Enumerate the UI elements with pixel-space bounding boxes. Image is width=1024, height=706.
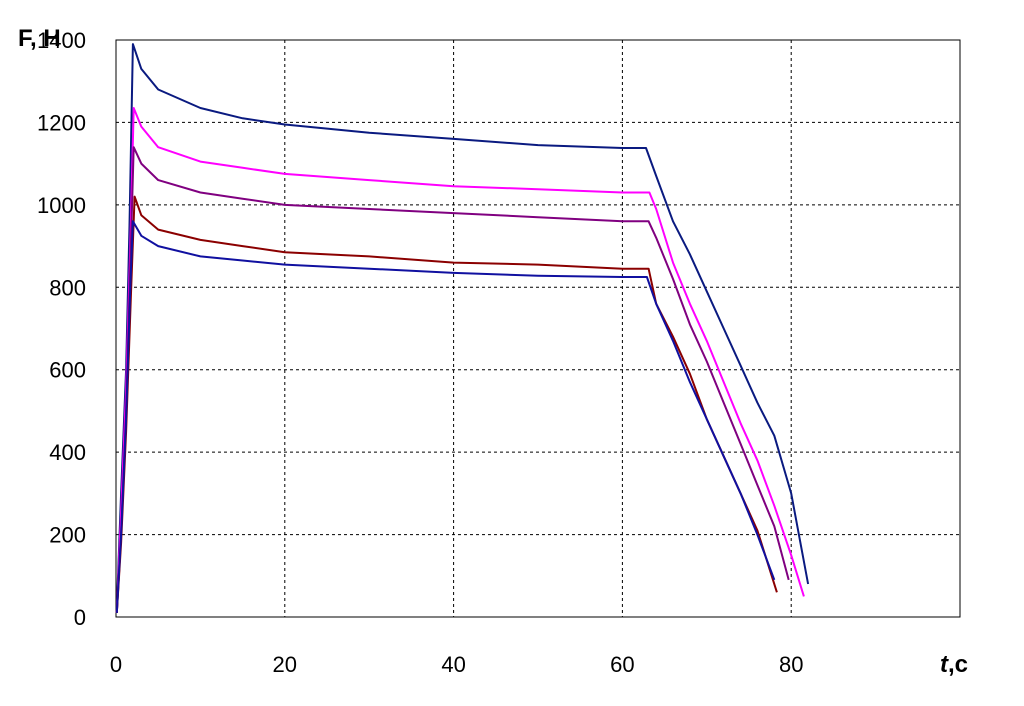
- x-axis-title: t,c: [940, 651, 968, 678]
- y-tick-label: 200: [49, 523, 86, 548]
- series-line-1: [115, 43, 810, 609]
- y-tick-label: 400: [49, 440, 86, 465]
- y-tick-label: 1400: [37, 28, 86, 53]
- x-tick-label: 40: [441, 652, 465, 677]
- y-tick-label: 1200: [37, 110, 86, 135]
- y-tick-label: 1000: [37, 193, 86, 218]
- y-axis-title: F, H: [18, 25, 61, 52]
- series-line-3: [115, 146, 790, 613]
- series-line-5: [115, 220, 776, 613]
- gridlines: [116, 39, 960, 617]
- x-axis-title-unit: ,c: [948, 651, 968, 678]
- x-axis-title-variable: t: [940, 651, 949, 678]
- series-line-2: [115, 107, 805, 613]
- series-layer: [115, 43, 810, 613]
- x-tick-label: 60: [610, 652, 634, 677]
- plot-area-frame: [115, 39, 961, 618]
- x-tick-label: 0: [110, 652, 122, 677]
- x-tick-label: 80: [779, 652, 803, 677]
- series-line-4: [115, 195, 778, 613]
- y-tick-label: 0: [74, 605, 86, 630]
- x-tick-label: 20: [273, 652, 297, 677]
- y-tick-label: 600: [49, 358, 86, 383]
- y-tick-label: 800: [49, 275, 86, 300]
